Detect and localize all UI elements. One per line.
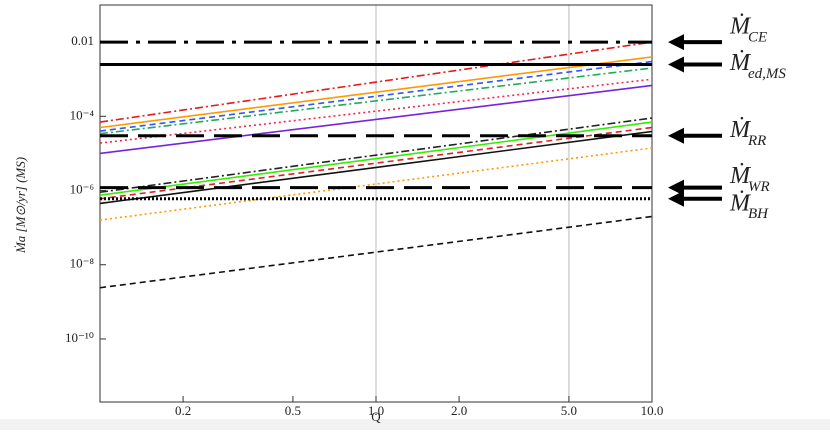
- x-tick-label: 10.0: [641, 403, 664, 418]
- y-tick-label: 10⁻⁶: [70, 182, 94, 197]
- level-subscript: WR: [748, 179, 770, 195]
- level-symbol: Ṁ: [729, 163, 752, 189]
- x-tick-label: 0.2: [175, 403, 191, 418]
- level-subscript: ed,MS: [748, 66, 786, 82]
- series-line: [99, 41, 653, 123]
- x-tick-label: 0.5: [285, 403, 301, 418]
- series-line: [99, 215, 653, 289]
- x-tick-label: 2.0: [451, 403, 467, 418]
- arrow-head: [668, 179, 684, 196]
- series-line: [99, 67, 653, 135]
- level-symbol: Ṁ: [729, 117, 752, 143]
- arrow-head: [668, 190, 684, 207]
- y-tick-label: 10⁻¹⁰: [65, 330, 94, 345]
- series-line: [99, 117, 653, 194]
- level-symbol: Ṁ: [729, 190, 752, 216]
- x-tick-label: 1.0: [368, 403, 384, 418]
- series-line: [99, 60, 653, 132]
- level-symbol: Ṁ: [729, 50, 752, 76]
- y-tick-label: 10⁻⁸: [70, 256, 95, 271]
- level-subscript: CE: [748, 30, 767, 46]
- y-axis-label: Ṁa [M⊙/yr] (MS): [13, 157, 28, 254]
- y-tick-label: 0.01: [71, 33, 94, 48]
- bottom-strip: [0, 419, 830, 430]
- arrow-head: [668, 56, 684, 73]
- x-tick-label: 5.0: [561, 403, 577, 418]
- y-tick-label: 10⁻⁴: [70, 107, 95, 122]
- series-line: [99, 56, 653, 129]
- level-subscript: BH: [748, 206, 769, 222]
- level-subscript: RR: [747, 133, 766, 149]
- x-axis-label: Q: [371, 409, 381, 424]
- arrow-head: [668, 127, 684, 144]
- arrow-head: [668, 34, 684, 51]
- level-symbol: Ṁ: [729, 14, 752, 40]
- series-line: [99, 130, 653, 205]
- series-line: [99, 84, 653, 155]
